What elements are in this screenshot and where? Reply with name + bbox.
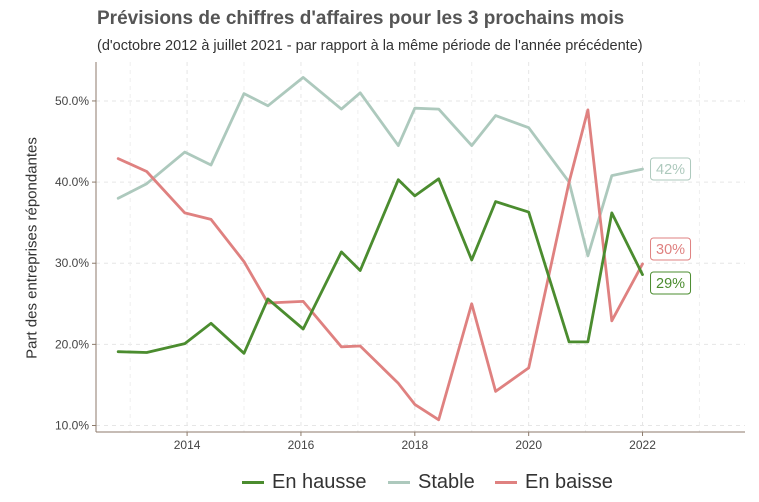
legend-swatch-en-baisse	[495, 480, 517, 484]
x-tick-label: 2016	[288, 438, 315, 452]
x-tick-label: 2018	[401, 438, 428, 452]
y-tick-label: 10.0%	[55, 419, 89, 433]
legend-label-en-baisse: En baisse	[525, 470, 613, 493]
x-tick-label: 2022	[629, 438, 656, 452]
legend-label-stable: Stable	[418, 470, 475, 493]
legend-item-en-baisse: En baisse	[495, 466, 613, 498]
legend-item-en-hausse: En hausse	[242, 466, 367, 498]
legend-label-en-hausse: En hausse	[272, 470, 367, 493]
end-label-box-en-hausse	[650, 271, 692, 295]
end-label-en-baisse: 30%	[656, 242, 685, 258]
end-label-box-en-baisse	[650, 237, 692, 261]
y-tick-label: 40.0%	[55, 175, 89, 189]
x-tick-label: 2014	[174, 438, 201, 452]
x-tick-label: 2020	[515, 438, 542, 452]
chart-subtitle: (d'octobre 2012 à juillet 2021 - par rap…	[97, 38, 643, 54]
legend: En hausse Stable En baisse	[0, 466, 759, 498]
series-line-stable	[116, 76, 644, 258]
end-label-stable: 42%	[656, 162, 685, 178]
legend-swatch-en-hausse	[242, 480, 264, 484]
end-label-box-stable	[650, 157, 692, 181]
y-tick-label: 30.0%	[55, 256, 89, 270]
line-chart: 10.0% 20.0% 30.0% 40.0% 50.0% 2014 2016 2018 202…	[55, 62, 745, 452]
chart-title: Prévisions de chiffres d'affaires pour l…	[97, 8, 625, 29]
y-tick-label: 50.0%	[55, 94, 89, 108]
y-tick-label: 20.0%	[55, 337, 89, 351]
legend-swatch-stable	[388, 480, 410, 484]
series-line-en-hausse	[116, 177, 644, 355]
end-label-en-hausse: 29%	[656, 276, 685, 292]
legend-item-stable: Stable	[388, 466, 475, 498]
series-line-en-baisse	[116, 108, 644, 422]
